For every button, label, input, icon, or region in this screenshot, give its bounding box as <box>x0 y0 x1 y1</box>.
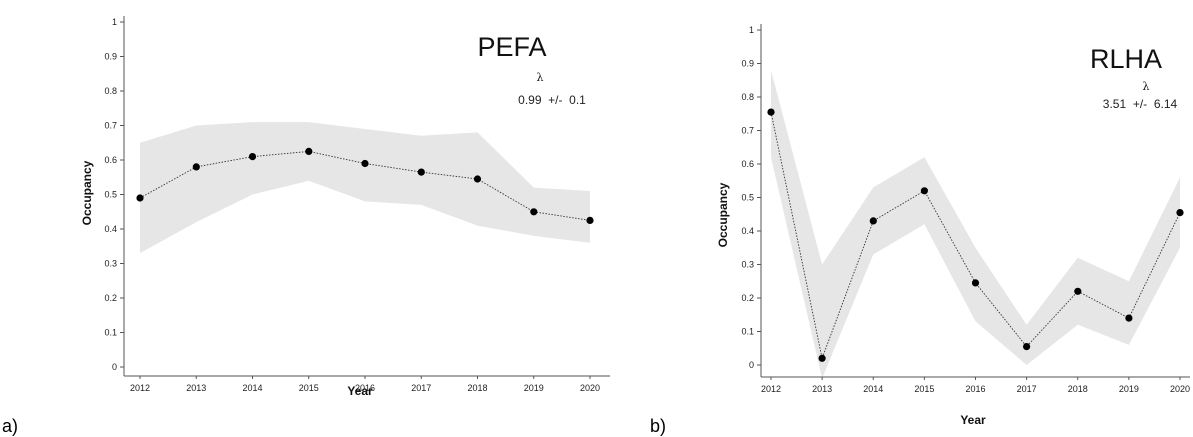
x-tick-label-b: 2018 <box>1068 384 1088 394</box>
lambda-value-a: 0.99 +/- 0.1 <box>518 93 586 107</box>
confidence-band-a <box>140 122 590 254</box>
y-tick-label-b: 0.5 <box>741 193 754 203</box>
data-point-b <box>971 279 980 287</box>
x-tick-label-b: 2016 <box>965 384 985 394</box>
lambda-value-b: 3.51 +/- 6.14 <box>1103 97 1178 111</box>
x-tick-label-a: 2018 <box>467 383 487 393</box>
y-tick-label-b: 0.4 <box>741 226 754 236</box>
x-tick-label-a: 2019 <box>524 383 544 393</box>
y-tick-label-a: 0.6 <box>104 155 117 165</box>
y-tick-label-a: 0.1 <box>104 328 117 338</box>
x-axis-label-a: Year <box>347 384 373 398</box>
chart-panel-a: 0 0.1 0.2 0.3 0.4 0.5 0.6 0.7 0.8 0.9 1 2012 2013 201… <box>80 16 610 398</box>
data-point-b <box>1074 287 1082 295</box>
data-point-b <box>1023 343 1031 351</box>
chart-title-a: PEFA <box>477 32 546 62</box>
x-tick-label-b: 2017 <box>1017 384 1037 394</box>
data-point-a <box>473 175 482 183</box>
panel-label-a: a) <box>2 416 18 436</box>
series-line-b <box>770 112 1181 360</box>
y-tick-label-a: 1 <box>112 17 117 27</box>
data-point-a <box>305 147 313 155</box>
y-tick-label-a: 0.8 <box>104 86 117 96</box>
y-tick-label-a: 0.5 <box>104 190 117 200</box>
chart-title-b: RLHA <box>1090 44 1162 74</box>
y-tick-label-a: 0.3 <box>104 259 117 269</box>
data-point-a <box>361 159 369 168</box>
x-tick-label-b: 2015 <box>914 384 934 394</box>
x-tick-label-a: 2020 <box>580 383 600 393</box>
y-tick-label-b: 0.1 <box>741 327 754 337</box>
y-tick-label-a: 0 <box>112 362 117 372</box>
data-point-b <box>818 354 826 362</box>
data-point-a <box>417 168 425 176</box>
data-point-a <box>192 163 200 171</box>
x-tick-label-b: 2013 <box>812 384 832 394</box>
data-point-b <box>920 187 929 195</box>
y-tick-label-b: 0.2 <box>741 293 754 303</box>
y-tick-label-a: 0.2 <box>104 293 117 303</box>
y-axis-label-a: Occupancy <box>80 160 94 225</box>
panel-label-b: b) <box>650 416 666 436</box>
confidence-band-b <box>771 70 1180 379</box>
data-point-b <box>869 217 877 225</box>
y-tick-label-a: 0.9 <box>104 52 117 62</box>
data-point-a <box>530 208 538 216</box>
y-tick-label-b: 0.3 <box>741 260 754 270</box>
x-tick-label-a: 2016 <box>355 383 375 393</box>
data-point-a <box>586 216 594 224</box>
x-tick-label-b: 2019 <box>1119 384 1139 394</box>
y-tick-label-b: 0.9 <box>741 59 754 69</box>
chart-panel-b: 0 0.1 0.2 0.3 0.4 0.5 0.6 0.7 0.8 0.9 1 2012 2013 201… <box>716 24 1190 427</box>
y-tick-label-a: 0.7 <box>104 121 117 131</box>
lambda-symbol-b: λ <box>1143 80 1150 93</box>
y-tick-label-b: 0.8 <box>741 92 754 102</box>
y-tick-label-b: 0.7 <box>741 126 754 136</box>
data-point-a <box>136 194 144 202</box>
data-point-a <box>248 153 257 161</box>
x-tick-label-a: 2015 <box>299 383 319 393</box>
x-tick-label-a: 2012 <box>130 383 150 393</box>
y-tick-label-b: 1 <box>749 25 754 35</box>
y-tick-label-b: 0.6 <box>741 159 754 169</box>
y-tick-label-a: 0.4 <box>104 224 117 234</box>
y-axis-label-b: Occupancy <box>716 182 730 247</box>
data-point-b <box>1176 209 1184 217</box>
data-point-b <box>1125 314 1133 322</box>
data-point-b <box>767 108 775 116</box>
x-tick-label-b: 2014 <box>863 384 883 394</box>
x-tick-label-b: 2020 <box>1170 384 1190 394</box>
x-tick-label-a: 2017 <box>411 383 431 393</box>
x-tick-label-b: 2012 <box>761 384 781 394</box>
lambda-symbol-a: λ <box>537 71 544 84</box>
y-tick-label-b: 0 <box>749 360 754 370</box>
x-tick-label-a: 2013 <box>186 383 206 393</box>
x-axis-label-b: Year <box>960 413 986 427</box>
x-tick-label-a: 2014 <box>242 383 262 393</box>
